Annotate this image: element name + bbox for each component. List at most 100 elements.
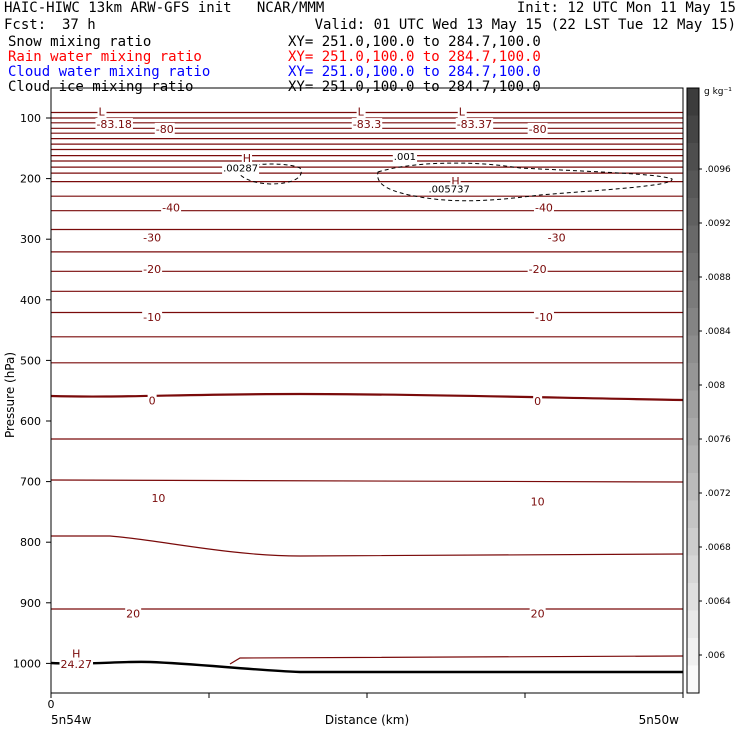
label-background bbox=[161, 201, 182, 215]
label-background bbox=[533, 201, 554, 215]
init-time: Init: 12 UTC Mon 11 May 15 bbox=[516, 0, 736, 16]
extremum-label: L bbox=[98, 105, 105, 118]
label-background bbox=[154, 122, 175, 136]
isotherm-label: 20 bbox=[126, 608, 140, 621]
isotherm-label: 20 bbox=[531, 608, 545, 621]
colorbar-swatch bbox=[687, 143, 699, 171]
colorbar-swatch bbox=[687, 115, 699, 144]
x-origin-label: 0 bbox=[48, 698, 55, 711]
isotherm-label: -40 bbox=[162, 202, 180, 215]
label-background bbox=[222, 163, 260, 175]
colorbar-swatch bbox=[687, 445, 699, 474]
colorbar-swatch bbox=[687, 198, 699, 226]
terrain-line bbox=[50, 660, 683, 674]
isotherm-line bbox=[51, 535, 684, 557]
extremum-label: L bbox=[358, 105, 365, 118]
colorbar-label: .0076 bbox=[705, 435, 731, 445]
field-xy-cloud-ice: XY= 251.0,100.0 to 284.7,100.0 bbox=[288, 79, 541, 95]
valid-time: Valid: 01 UTC Wed 13 May 15 (22 LST Tue … bbox=[314, 17, 736, 33]
label-background bbox=[142, 262, 163, 276]
colorbar-swatch bbox=[687, 225, 699, 254]
colorbar-swatch bbox=[687, 528, 699, 556]
isotherm-label: 10 bbox=[151, 492, 165, 505]
label-background bbox=[392, 152, 418, 164]
chart-title: HAIC-HIWC 13km ARW-GFS init NCAR/MMM bbox=[4, 0, 325, 16]
label-background bbox=[351, 118, 383, 132]
y-tick-label: 900 bbox=[20, 597, 41, 610]
label-background bbox=[241, 151, 253, 165]
field-name-cloud-water: Cloud water mixing ratio bbox=[8, 64, 211, 80]
y-tick-label: 400 bbox=[20, 294, 41, 307]
field-name-snow: Snow mixing ratio bbox=[8, 34, 152, 50]
field-name-rain: Rain water mixing ratio bbox=[8, 49, 202, 65]
isotherm-label: -83.3 bbox=[353, 118, 381, 131]
label-background bbox=[529, 607, 546, 621]
field-name-cloud-ice: Cloud ice mixing ratio bbox=[8, 79, 194, 95]
extremum-label: H bbox=[72, 648, 80, 661]
label-background bbox=[59, 658, 94, 672]
isotherm-label: -10 bbox=[143, 311, 161, 324]
x-axis: 0 5n54w 5n50w Distance (km) bbox=[48, 698, 680, 727]
contour-labels: -83.18 -83.3 -83.37 -80 -80 -40 -40 -30 -30 -20 -2… bbox=[59, 105, 567, 672]
label-background bbox=[142, 231, 163, 245]
label-background bbox=[142, 310, 163, 324]
colorbar-frame bbox=[686, 87, 700, 694]
label-background bbox=[147, 394, 157, 408]
label-background bbox=[455, 118, 494, 132]
label-background bbox=[95, 118, 133, 132]
extremum-label: H bbox=[243, 152, 251, 165]
label-background bbox=[533, 395, 543, 409]
isotherm-label: -83.18 bbox=[96, 118, 131, 131]
colorbar-swatch bbox=[687, 335, 699, 364]
isotherm-label: 10 bbox=[531, 496, 545, 509]
isotherm-label: -80 bbox=[529, 123, 547, 136]
colorbar-swatch bbox=[687, 500, 699, 529]
label-background bbox=[125, 607, 142, 621]
isotherm-label: -10 bbox=[535, 311, 553, 324]
isotherm-label: 0 bbox=[534, 395, 541, 408]
label-background bbox=[533, 310, 554, 324]
colorbar-label: .008 bbox=[705, 381, 725, 391]
colorbar-unit: g kg⁻¹ bbox=[704, 87, 732, 97]
colorbar-swatch bbox=[687, 610, 699, 639]
forecast-value: 37 h bbox=[62, 17, 96, 33]
moisture-label: .001 bbox=[394, 152, 416, 163]
colorbar-label: .0092 bbox=[705, 219, 731, 229]
x-axis-label: Distance (km) bbox=[325, 713, 409, 727]
label-background bbox=[529, 495, 546, 509]
isotherm-label: -30 bbox=[143, 231, 161, 244]
field-xy-rain: XY= 251.0,100.0 to 284.7,100.0 bbox=[288, 49, 541, 65]
isotherm-label: -20 bbox=[529, 263, 547, 276]
colorbar-label: .0068 bbox=[705, 543, 731, 553]
x-tick-left: 5n54w bbox=[51, 713, 92, 727]
colorbar-swatch bbox=[687, 170, 699, 199]
colorbar-swatch bbox=[687, 638, 699, 666]
colorbar-label: .0096 bbox=[705, 165, 731, 175]
moisture-label: .00287 bbox=[223, 164, 258, 175]
colorbar-label: .0084 bbox=[705, 327, 731, 337]
plot-frame bbox=[50, 87, 684, 694]
label-background bbox=[427, 184, 471, 196]
colorbar-swatch bbox=[687, 665, 699, 694]
colorbar-swatch bbox=[687, 555, 699, 584]
colorbar-swatch bbox=[687, 253, 699, 281]
label-background bbox=[71, 647, 82, 661]
isotherm-label: -40 bbox=[535, 202, 553, 215]
colorbar-label: .0088 bbox=[705, 273, 731, 283]
y-tick-label: 100 bbox=[20, 112, 41, 125]
extremum-label: L bbox=[459, 105, 466, 118]
colorbar-label: .006 bbox=[705, 651, 725, 661]
extremum-label: H bbox=[451, 175, 459, 188]
isotherm-label: -83.37 bbox=[457, 118, 492, 131]
isotherm-lines bbox=[50, 111, 684, 665]
label-background bbox=[527, 122, 548, 136]
isotherm-label: -80 bbox=[156, 123, 174, 136]
y-tick-label: 200 bbox=[20, 173, 41, 186]
isotherm-line bbox=[229, 655, 684, 665]
colorbar-label: .0064 bbox=[705, 597, 731, 607]
forecast-label: Fcst: bbox=[4, 17, 47, 33]
moisture-contour bbox=[234, 163, 302, 185]
y-axis-label: Pressure (hPa) bbox=[3, 352, 17, 438]
